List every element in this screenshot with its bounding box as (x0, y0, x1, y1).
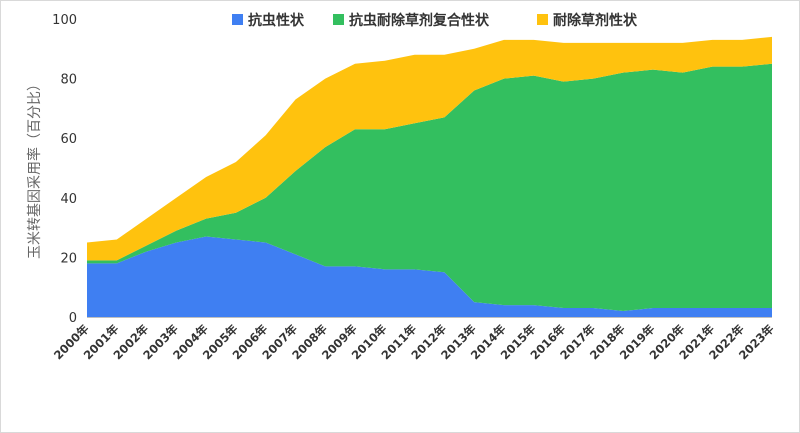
y-tick-label: 100 (52, 13, 77, 28)
legend-item-0: 抗虫性状 (232, 12, 305, 29)
areas-layer (87, 36, 772, 317)
y-tick-label: 40 (60, 192, 77, 207)
legend-swatch (333, 14, 344, 25)
y-tick-label: 0 (69, 311, 77, 326)
area-series-0 (87, 236, 772, 317)
y-tick-label: 80 (60, 73, 77, 88)
area-series-1 (87, 63, 772, 312)
y-tick-labels: 0 20 40 60 80 100 (52, 13, 77, 326)
legend-label: 抗虫性状 (248, 12, 305, 29)
legend-item-2: 耐除草剂性状 (537, 12, 638, 29)
legend: 抗虫性状 抗虫耐除草剂复合性状 耐除草剂性状 (232, 12, 638, 29)
legend-swatch (537, 14, 548, 25)
legend-label: 抗虫耐除草剂复合性状 (349, 12, 490, 29)
y-tick-label: 60 (60, 132, 77, 147)
x-tick-labels: 2000年2001年2002年2003年2004年2005年2006年2007年… (51, 321, 777, 362)
legend-item-1: 抗虫耐除草剂复合性状 (333, 12, 490, 29)
legend-label: 耐除草剂性状 (553, 12, 638, 29)
area-series-2 (87, 36, 772, 261)
legend-swatch (232, 14, 243, 25)
y-tick-label: 20 (60, 251, 77, 266)
y-axis-label: 玉米转基因采用率（百分比） (26, 77, 43, 259)
